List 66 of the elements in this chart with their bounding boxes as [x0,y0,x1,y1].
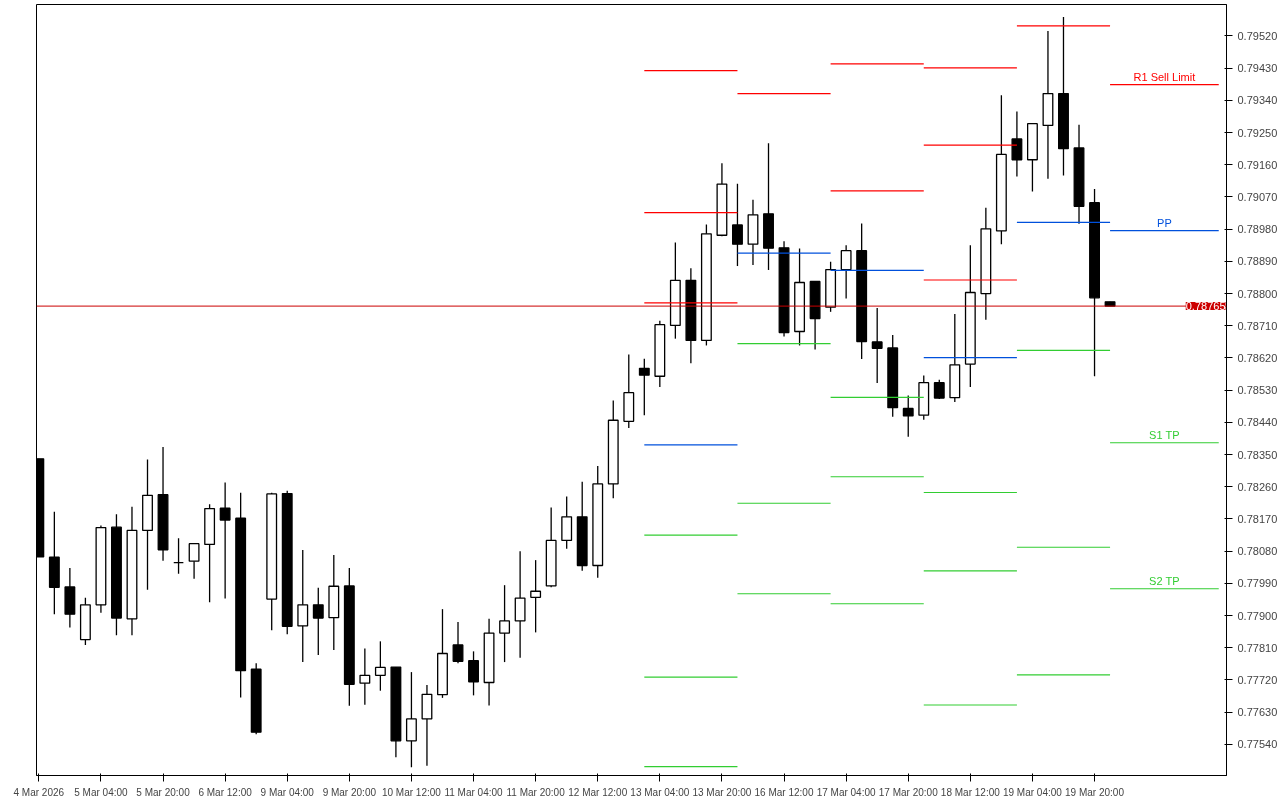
y-tick-label: 0.79520 [1237,29,1278,42]
series-label: R1 Sell Limit [1133,70,1196,83]
x-tick-label: 4 Mar 2026 [13,786,65,798]
x-tick-label: 9 Mar 20:00 [322,786,377,798]
y-tick-label: 0.78080 [1237,545,1278,558]
y-tick-label: 0.77810 [1237,641,1278,654]
x-tick-label: 6 Mar 12:00 [198,786,253,798]
x-tick-label: 17 Mar 20:00 [878,786,939,798]
y-tick-label: 0.79160 [1237,158,1278,171]
series-label: PP [1157,216,1172,229]
x-tick-label: 13 Mar 04:00 [630,786,690,798]
y-tick-label: 0.79250 [1237,126,1278,139]
y-tick-label: 0.78620 [1237,351,1278,364]
x-tick-label: 17 Mar 04:00 [816,786,877,798]
y-tick-label: 0.78260 [1237,480,1278,493]
candlestick [219,481,231,600]
y-tick-label: 0.78710 [1237,319,1278,332]
candlestick [840,244,852,300]
x-tick-label: 16 Mar 12:00 [754,786,814,798]
y-tick-label: 0.78350 [1237,448,1278,461]
candlestick [173,537,185,575]
y-tick-label: 0.77990 [1237,577,1278,590]
candlestick [312,587,324,656]
candlestick [514,550,526,659]
x-tick-label: 11 Mar 04:00 [444,786,504,798]
x-tick-label: 18 Mar 12:00 [940,786,1001,798]
x-tick-label: 5 Mar 20:00 [136,786,191,798]
candlestick [902,394,914,438]
candlestick [732,183,743,267]
candlestick [638,358,650,416]
candlestick [188,542,200,580]
y-tick-label: 0.79340 [1237,94,1278,107]
candlestick [561,495,573,550]
candlestick [359,647,371,706]
y-tick-label: 0.78800 [1237,287,1278,300]
series-label: S1 TP [1149,428,1180,441]
series-label: S2 TP [1149,574,1180,587]
candlestick [530,559,542,634]
y-tick-label: 0.78890 [1237,255,1278,268]
candlestick [468,650,479,697]
x-tick-label: 12 Mar 12:00 [568,786,628,798]
y-tick-label: 0.77540 [1237,738,1278,751]
y-tick-label: 0.77720 [1237,673,1278,686]
y-tick-label: 0.78980 [1237,223,1278,236]
y-tick-label: 0.78440 [1237,416,1278,429]
x-tick-label: 10 Mar 12:00 [381,786,442,798]
x-tick-label: 5 Mar 04:00 [74,786,129,798]
candlestick [374,640,386,692]
x-tick-label: 19 Mar 20:00 [1065,786,1125,798]
y-tick-label: 0.77900 [1237,609,1278,622]
x-tick-label: 11 Mar 20:00 [506,786,566,798]
candlestick [1011,110,1023,178]
x-tick-label: 19 Mar 04:00 [1002,786,1063,798]
candlestick [297,549,309,663]
y-tick-label: 0.79430 [1237,62,1278,75]
candlestick [871,307,883,384]
y-tick-label: 0.79070 [1237,190,1278,203]
y-tick-label: 0.77630 [1237,706,1278,719]
x-tick-label: 9 Mar 04:00 [260,786,315,798]
candlestick [452,621,464,664]
y-tick-label: 0.78170 [1237,512,1278,525]
candlestick [405,671,417,768]
x-tick-label: 13 Mar 20:00 [692,786,752,798]
ref-line-label: 0.78765 [1185,300,1226,313]
candlestick [499,584,511,663]
y-tick-label: 0.78530 [1237,384,1278,397]
